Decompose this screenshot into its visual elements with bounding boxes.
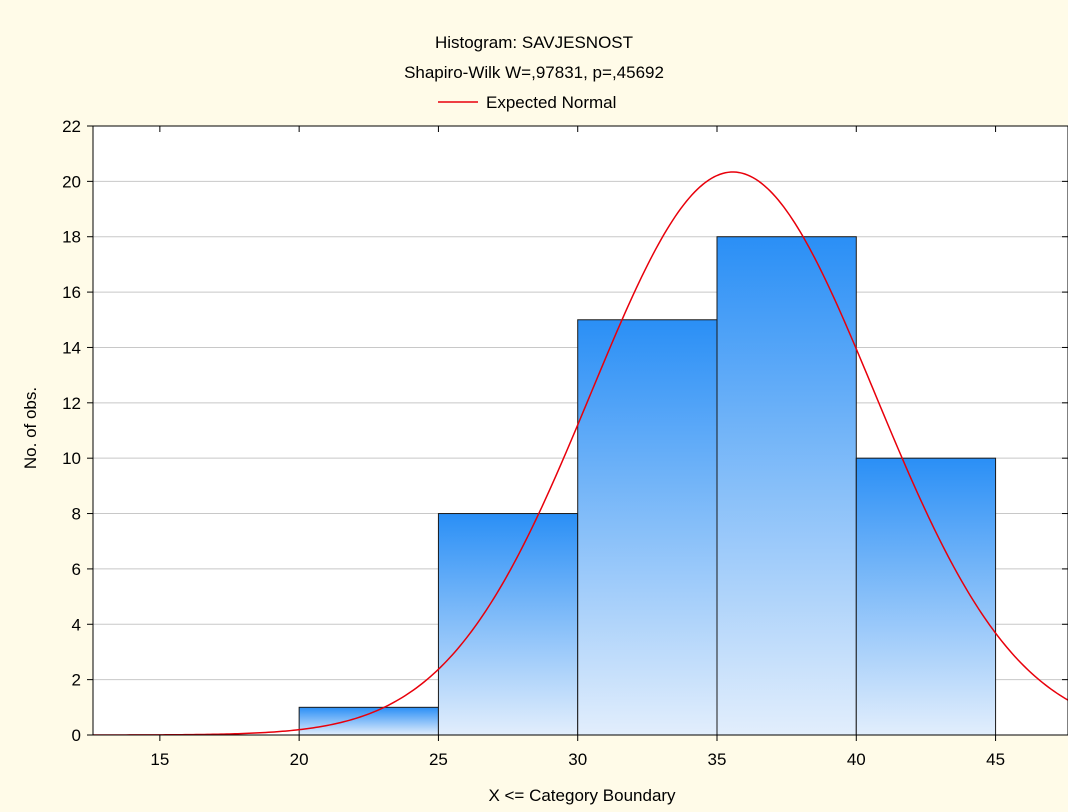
chart-subtitle: Shapiro-Wilk W=,97831, p=,45692 xyxy=(404,63,664,82)
histogram-bar xyxy=(855,457,997,736)
histogram-bar xyxy=(716,236,857,736)
x-tick-label: 15 xyxy=(150,750,169,769)
y-tick-label: 20 xyxy=(62,172,81,191)
plot-frame xyxy=(92,125,1068,736)
y-tick-label: 18 xyxy=(62,228,81,247)
x-tick-label: 30 xyxy=(568,750,587,769)
expected-normal-curve xyxy=(93,171,1068,735)
y-tick-label: 22 xyxy=(62,117,81,136)
legend: Expected Normal xyxy=(438,93,616,112)
chart-title: Histogram: SAVJESNOST xyxy=(435,33,633,52)
histogram-bar xyxy=(577,319,718,736)
y-tick-label: 12 xyxy=(62,394,81,413)
x-tick-label: 35 xyxy=(708,750,727,769)
y-tick-label: 8 xyxy=(72,505,81,524)
y-tick-label: 2 xyxy=(72,671,81,690)
y-axis-label: No. of obs. xyxy=(21,387,40,469)
histogram-bar xyxy=(298,706,439,736)
axes: 0 2 4 6 8 10 12 14 16 18 20 22 15 20 25 30 35 40 45 xyxy=(62,117,1068,769)
y-tick-label: 16 xyxy=(62,283,81,302)
x-tick-label: 20 xyxy=(290,750,309,769)
legend-label-expected-normal: Expected Normal xyxy=(486,93,616,112)
histogram-bar xyxy=(437,513,579,736)
y-tick-label: 14 xyxy=(62,338,81,357)
x-tick-label: 25 xyxy=(429,750,448,769)
y-tick-label: 4 xyxy=(72,615,81,634)
y-tick-label: 10 xyxy=(62,449,81,468)
y-tick-label: 6 xyxy=(72,560,81,579)
x-tick-label: 45 xyxy=(986,750,1005,769)
y-tick-label: 0 xyxy=(72,726,81,745)
expected-normal-layer xyxy=(93,171,1068,735)
x-axis-label: X <= Category Boundary xyxy=(488,786,676,805)
x-tick-label: 40 xyxy=(847,750,866,769)
histogram-bars xyxy=(298,236,997,736)
